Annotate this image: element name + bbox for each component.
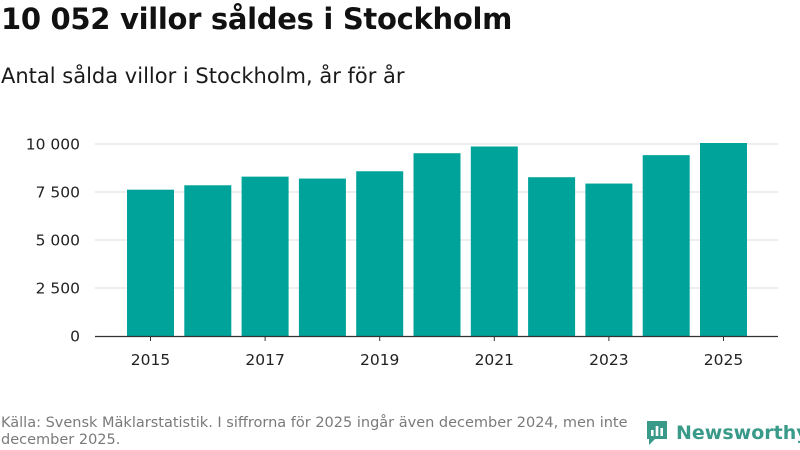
bar-2021 [470,146,518,336]
chart-subtitle: Antal sålda villor i Stockholm, år för å… [1,64,405,88]
y-tick-label: 0 [70,328,80,346]
x-tick-label: 2019 [360,351,399,369]
bar-2024 [642,155,690,336]
bar-2022 [528,177,576,336]
x-tick-label: 2025 [704,351,743,369]
x-tick-label: 2021 [475,351,514,369]
y-tick-label: 2 500 [36,280,80,298]
y-tick-label: 5 000 [36,232,80,250]
source-note: Källa: Svensk Mäklarstatistik. I siffror… [1,415,628,448]
bar-2017 [241,176,289,336]
chart-title: 10 052 villor såldes i Stockholm [1,2,512,36]
bar-chart: 0 2 500 5 000 7 500 10 000 2015 2017 2019 2021 20… [26,136,778,369]
bar-2023 [585,183,633,336]
newsworthy-logo-icon [647,421,667,445]
bar-2015 [127,189,174,336]
bar-2019 [356,171,404,336]
y-tick-label: 10 000 [26,136,80,154]
x-tick-label: 2017 [245,351,284,369]
bar-2025 [700,143,747,336]
newsworthy-logo-text: Newsworthy [676,422,800,444]
newsworthy-logo: Newsworthy [645,419,800,447]
bar-2018 [298,178,346,336]
bar-2016 [184,185,232,336]
bar-2020 [413,153,461,336]
x-tick-label: 2023 [589,351,628,369]
y-tick-label: 7 500 [36,184,80,202]
x-tick-label: 2015 [131,351,170,369]
